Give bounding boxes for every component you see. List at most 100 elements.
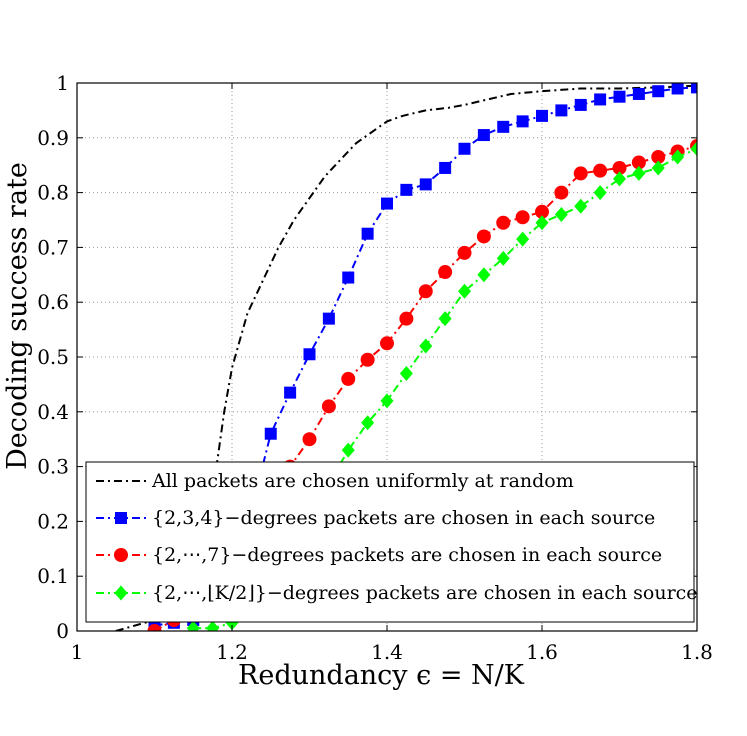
- x-tick-label: 1: [71, 640, 84, 664]
- data-point: [457, 245, 472, 260]
- data-point: [671, 83, 684, 95]
- data-point: [632, 165, 646, 181]
- data-point: [593, 163, 608, 178]
- data-point: [439, 161, 452, 174]
- data-point: [690, 141, 697, 157]
- y-tick-label: 0: [56, 619, 69, 643]
- data-point: [361, 415, 375, 431]
- data-point: [360, 352, 375, 367]
- y-axis-label: Decoding success rate: [2, 162, 33, 470]
- data-point: [496, 215, 511, 230]
- data-point: [477, 129, 490, 142]
- y-tick-label: 0.7: [37, 235, 69, 259]
- data-point: [341, 371, 356, 386]
- series-line: [193, 147, 697, 630]
- data-point: [322, 312, 335, 325]
- data-point: [516, 115, 529, 128]
- data-point: [361, 227, 374, 240]
- data-point: [497, 120, 510, 133]
- legend-entry-2: {2,⋯,7}−degrees packets are chosen in ea…: [96, 544, 662, 566]
- legend: All packets are chosen uniformly at rand…: [85, 461, 698, 623]
- data-point: [419, 178, 432, 191]
- data-point: [264, 427, 277, 440]
- data-point: [342, 271, 355, 284]
- ticks: 1 1.2 1.4 1.6 1.8 0 0.1 0.2 0.3 0.4 0.5 0.6 0.7 0.8 0.…: [37, 71, 713, 664]
- legend-entry-0: All packets are chosen uniformly at rand…: [96, 470, 574, 492]
- legend-box: [85, 461, 695, 623]
- data-point-legend: [114, 548, 128, 562]
- data-point: [438, 311, 452, 327]
- y-tick-label: 0.3: [37, 455, 69, 479]
- legend-label: All packets are chosen uniformly at rand…: [151, 470, 574, 492]
- data-point: [419, 338, 433, 354]
- data-point: [321, 399, 336, 414]
- data-point: [574, 98, 587, 111]
- data-point: [303, 348, 316, 361]
- legend-entry-1: {2,3,4}−degrees packets are chosen in ea…: [96, 507, 655, 529]
- data-point: [418, 284, 433, 299]
- data-point: [458, 283, 471, 299]
- data-point: [381, 197, 393, 210]
- data-point: [496, 250, 510, 266]
- series-0: [115, 84, 697, 631]
- legend-entries: All packets are chosen uniformly at rand…: [96, 470, 698, 604]
- data-point: [652, 85, 665, 98]
- y-tick-label: 0.4: [37, 400, 69, 424]
- y-tick-label: 0.6: [37, 290, 69, 314]
- data-point: [555, 104, 568, 117]
- y-tick-label: 0.9: [37, 126, 69, 150]
- data-point: [438, 265, 453, 280]
- data-point: [671, 149, 685, 165]
- data-point: [593, 185, 607, 201]
- data-point: [400, 183, 413, 196]
- data-point: [515, 210, 530, 225]
- data-point: [380, 336, 394, 351]
- x-tick-label: 1.4: [371, 640, 403, 664]
- legend-label: {2,⋯,7}−degrees packets are chosen in ea…: [152, 544, 662, 566]
- y-tick-label: 0.2: [37, 509, 69, 533]
- data-point: [573, 166, 588, 181]
- data-point: [554, 207, 568, 223]
- data-point: [632, 87, 645, 100]
- legend-entry-3: {2,⋯,⌊K/2⌋}−degrees packets are chosen i…: [96, 582, 698, 604]
- data-point: [554, 185, 569, 200]
- x-axis-label: Redundancy ϵ = N/K: [238, 660, 525, 691]
- data-point: [612, 160, 627, 175]
- legend-label: {2,⋯,⌊K/2⌋}−degrees packets are chosen i…: [152, 582, 698, 604]
- x-tick-label: 1.2: [216, 640, 248, 664]
- data-point: [691, 83, 697, 94]
- data-point: [594, 93, 607, 106]
- data-point: [476, 229, 491, 244]
- series-layer: [115, 83, 697, 631]
- data-point: [574, 198, 588, 214]
- data-point: [284, 386, 297, 399]
- data-point: [380, 393, 394, 409]
- data-point: [302, 432, 317, 447]
- x-tick-label: 1.8: [681, 640, 713, 664]
- legend-label: {2,3,4}−degrees packets are chosen in ea…: [152, 507, 655, 529]
- data-point: [631, 155, 646, 170]
- data-point: [341, 442, 355, 458]
- data-point: [458, 142, 471, 155]
- x-tick-label: 1.6: [526, 640, 558, 664]
- y-tick-label: 0.8: [37, 181, 69, 205]
- series-line: [115, 84, 697, 631]
- y-tick-label: 0.5: [37, 345, 69, 369]
- series-3: [186, 141, 697, 631]
- data-point: [536, 109, 548, 122]
- data-point: [399, 311, 414, 326]
- y-tick-label: 1: [56, 71, 69, 95]
- data-point: [651, 149, 666, 164]
- data-point: [147, 624, 162, 631]
- data-point: [651, 160, 665, 176]
- data-point: [613, 171, 626, 187]
- data-point: [535, 204, 549, 219]
- data-point: [477, 267, 491, 283]
- data-point: [516, 231, 530, 247]
- data-point: [206, 620, 220, 631]
- data-point: [399, 365, 413, 381]
- data-point-legend: [114, 585, 128, 601]
- y-tick-label: 0.1: [37, 564, 69, 588]
- data-point: [535, 215, 549, 231]
